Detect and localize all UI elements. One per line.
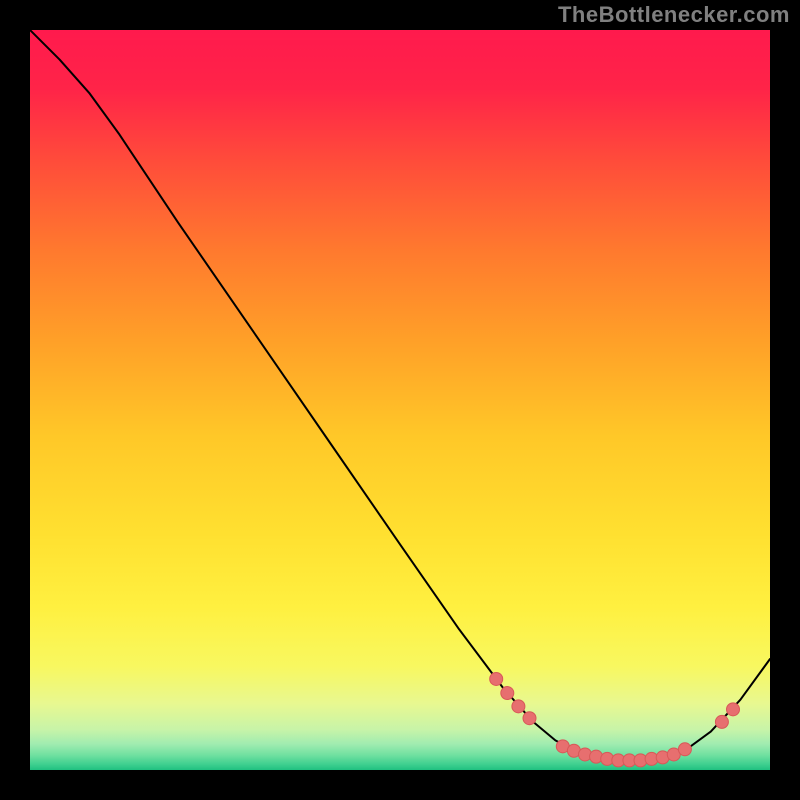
data-marker	[490, 672, 503, 685]
data-marker	[715, 715, 728, 728]
data-marker	[512, 700, 525, 713]
watermark-text: TheBottlenecker.com	[558, 2, 790, 28]
data-marker	[501, 687, 514, 700]
chart-container: TheBottlenecker.com	[0, 0, 800, 800]
data-marker	[523, 712, 536, 725]
gradient-background	[30, 30, 770, 770]
data-marker	[678, 743, 691, 756]
data-marker	[727, 703, 740, 716]
chart-svg	[30, 30, 770, 770]
plot-area	[30, 30, 770, 770]
